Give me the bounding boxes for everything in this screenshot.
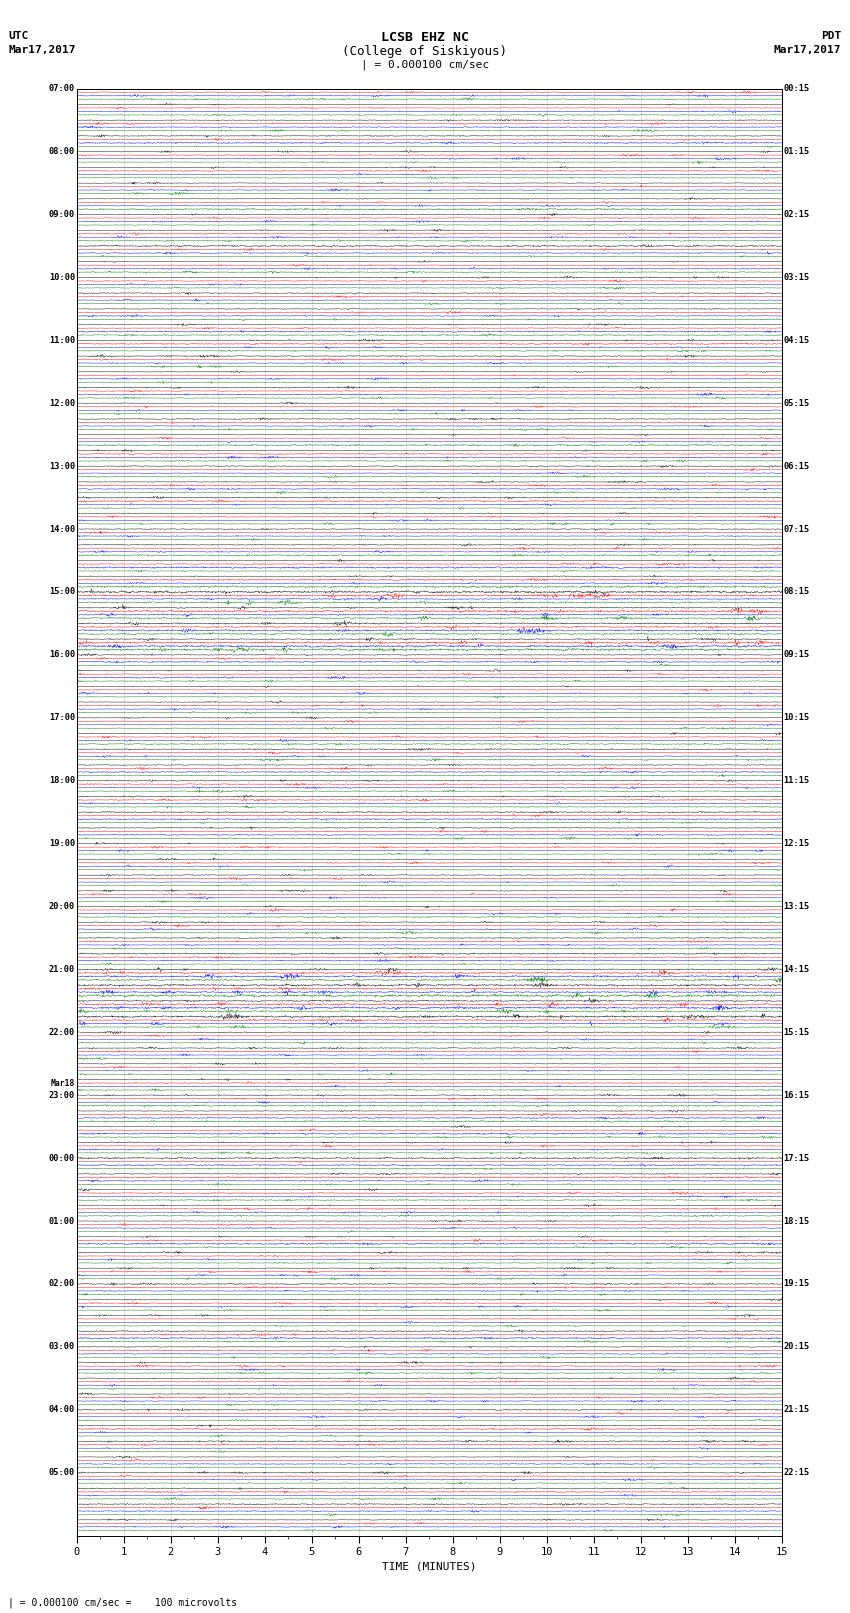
- Text: 21:00: 21:00: [48, 965, 75, 974]
- Text: 16:00: 16:00: [48, 650, 75, 660]
- Text: UTC: UTC: [8, 31, 29, 40]
- Text: 02:15: 02:15: [784, 210, 810, 219]
- Text: 22:15: 22:15: [784, 1468, 810, 1478]
- Text: 17:00: 17:00: [48, 713, 75, 723]
- Text: 20:00: 20:00: [48, 902, 75, 911]
- Text: 15:00: 15:00: [48, 587, 75, 597]
- Text: 02:00: 02:00: [48, 1279, 75, 1289]
- Text: 23:00: 23:00: [48, 1090, 75, 1100]
- Text: 01:00: 01:00: [48, 1216, 75, 1226]
- Text: 22:00: 22:00: [48, 1027, 75, 1037]
- Text: 14:15: 14:15: [784, 965, 810, 974]
- Text: 06:15: 06:15: [784, 461, 810, 471]
- Text: LCSB EHZ NC: LCSB EHZ NC: [381, 31, 469, 44]
- Text: 18:00: 18:00: [48, 776, 75, 786]
- Text: 16:15: 16:15: [784, 1090, 810, 1100]
- Text: 10:00: 10:00: [48, 273, 75, 282]
- Text: 13:15: 13:15: [784, 902, 810, 911]
- X-axis label: TIME (MINUTES): TIME (MINUTES): [382, 1561, 477, 1571]
- Text: 14:00: 14:00: [48, 524, 75, 534]
- Text: Mar18: Mar18: [51, 1079, 75, 1089]
- Text: 00:00: 00:00: [48, 1153, 75, 1163]
- Text: 05:00: 05:00: [48, 1468, 75, 1478]
- Text: 17:15: 17:15: [784, 1153, 810, 1163]
- Text: 07:00: 07:00: [48, 84, 75, 94]
- Text: 03:15: 03:15: [784, 273, 810, 282]
- Text: 00:15: 00:15: [784, 84, 810, 94]
- Text: 11:00: 11:00: [48, 336, 75, 345]
- Text: 12:00: 12:00: [48, 398, 75, 408]
- Text: 01:15: 01:15: [784, 147, 810, 156]
- Text: 13:00: 13:00: [48, 461, 75, 471]
- Text: (College of Siskiyous): (College of Siskiyous): [343, 45, 507, 58]
- Text: 04:00: 04:00: [48, 1405, 75, 1415]
- Text: 10:15: 10:15: [784, 713, 810, 723]
- Text: | = 0.000100 cm/sec: | = 0.000100 cm/sec: [361, 60, 489, 71]
- Text: 20:15: 20:15: [784, 1342, 810, 1352]
- Text: 12:15: 12:15: [784, 839, 810, 848]
- Text: 03:00: 03:00: [48, 1342, 75, 1352]
- Text: 07:15: 07:15: [784, 524, 810, 534]
- Text: 09:15: 09:15: [784, 650, 810, 660]
- Text: 15:15: 15:15: [784, 1027, 810, 1037]
- Text: PDT: PDT: [821, 31, 842, 40]
- Text: 19:15: 19:15: [784, 1279, 810, 1289]
- Text: 08:00: 08:00: [48, 147, 75, 156]
- Text: | = 0.000100 cm/sec =    100 microvolts: | = 0.000100 cm/sec = 100 microvolts: [8, 1597, 238, 1608]
- Text: 21:15: 21:15: [784, 1405, 810, 1415]
- Text: Mar17,2017: Mar17,2017: [774, 45, 842, 55]
- Text: 11:15: 11:15: [784, 776, 810, 786]
- Text: 18:15: 18:15: [784, 1216, 810, 1226]
- Text: 09:00: 09:00: [48, 210, 75, 219]
- Text: 19:00: 19:00: [48, 839, 75, 848]
- Text: 04:15: 04:15: [784, 336, 810, 345]
- Text: 05:15: 05:15: [784, 398, 810, 408]
- Text: Mar17,2017: Mar17,2017: [8, 45, 76, 55]
- Text: 08:15: 08:15: [784, 587, 810, 597]
